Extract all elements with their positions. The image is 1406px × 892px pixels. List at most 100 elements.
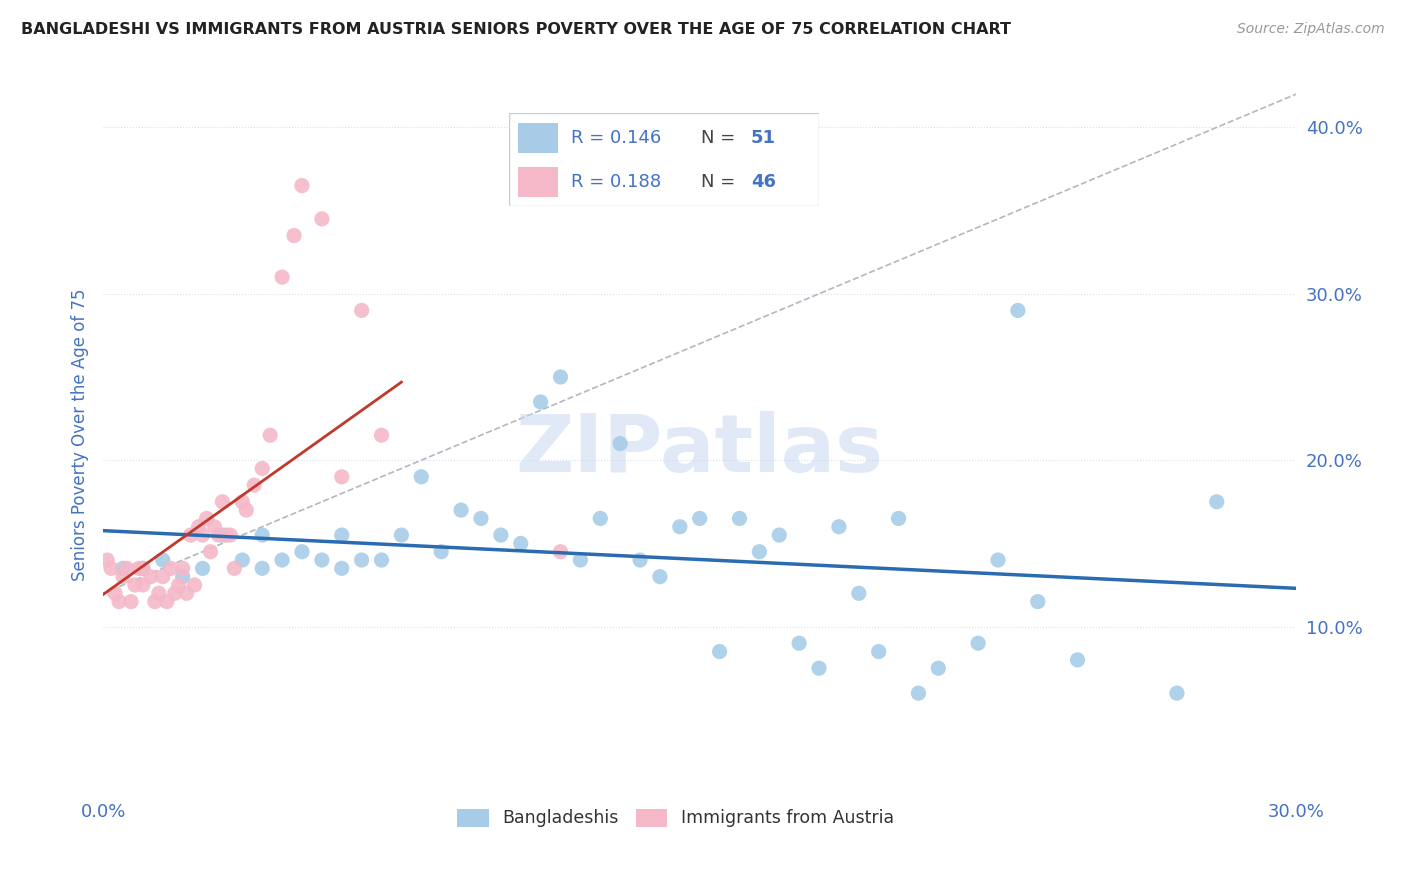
Point xyxy=(211,528,233,542)
Point xyxy=(550,370,572,384)
Point xyxy=(1026,594,1049,608)
Point xyxy=(163,586,186,600)
Point xyxy=(195,511,218,525)
Point xyxy=(115,561,138,575)
Point xyxy=(748,545,770,559)
Point xyxy=(148,586,170,600)
Point xyxy=(219,528,242,542)
Point xyxy=(132,561,155,575)
Point xyxy=(167,578,190,592)
Point xyxy=(176,586,198,600)
Point xyxy=(430,545,453,559)
Point xyxy=(648,569,671,583)
Point xyxy=(159,561,181,575)
Point xyxy=(787,636,810,650)
Point xyxy=(370,428,392,442)
Point xyxy=(391,528,413,542)
Point xyxy=(283,228,305,243)
Point xyxy=(191,528,214,542)
Point xyxy=(887,511,910,525)
Point xyxy=(139,569,162,583)
Point xyxy=(689,511,711,525)
Point xyxy=(1066,653,1088,667)
Point xyxy=(669,520,692,534)
Point xyxy=(180,528,202,542)
Point xyxy=(311,211,333,226)
Point xyxy=(120,594,142,608)
Point xyxy=(132,561,155,575)
Point xyxy=(808,661,831,675)
Point xyxy=(311,553,333,567)
Point xyxy=(330,561,353,575)
Point xyxy=(470,511,492,525)
Legend: Bangladeshis, Immigrants from Austria: Bangladeshis, Immigrants from Austria xyxy=(450,802,901,834)
Text: Source: ZipAtlas.com: Source: ZipAtlas.com xyxy=(1237,22,1385,37)
Point xyxy=(108,594,131,608)
Point xyxy=(848,586,870,600)
Point xyxy=(207,528,229,542)
Point xyxy=(271,270,294,285)
Point xyxy=(187,520,209,534)
Point xyxy=(370,553,392,567)
Point xyxy=(231,553,253,567)
Point xyxy=(243,478,266,492)
Point xyxy=(1007,303,1029,318)
Point xyxy=(172,561,194,575)
Point xyxy=(152,553,174,567)
Point xyxy=(350,303,373,318)
Point xyxy=(768,528,790,542)
Point xyxy=(569,553,592,567)
Point xyxy=(172,569,194,583)
Point xyxy=(111,569,134,583)
Point xyxy=(250,461,273,475)
Point xyxy=(250,528,273,542)
Point xyxy=(271,553,294,567)
Point xyxy=(191,561,214,575)
Point xyxy=(156,594,179,608)
Point xyxy=(828,520,851,534)
Point xyxy=(489,528,512,542)
Point xyxy=(111,561,134,575)
Point xyxy=(330,470,353,484)
Point xyxy=(868,644,890,658)
Point xyxy=(259,428,281,442)
Point xyxy=(907,686,929,700)
Point xyxy=(215,528,238,542)
Point xyxy=(1205,495,1227,509)
Point xyxy=(728,511,751,525)
Point xyxy=(104,586,127,600)
Point xyxy=(987,553,1010,567)
Point xyxy=(124,578,146,592)
Text: ZIPatlas: ZIPatlas xyxy=(516,410,884,489)
Point xyxy=(589,511,612,525)
Point xyxy=(204,520,226,534)
Point xyxy=(231,495,253,509)
Point xyxy=(450,503,472,517)
Point xyxy=(100,561,122,575)
Point xyxy=(291,178,314,193)
Y-axis label: Seniors Poverty Over the Age of 75: Seniors Poverty Over the Age of 75 xyxy=(72,289,89,582)
Point xyxy=(609,436,631,450)
Point xyxy=(128,561,150,575)
Point xyxy=(330,528,353,542)
Point xyxy=(411,470,433,484)
Point xyxy=(211,495,233,509)
Point xyxy=(530,395,553,409)
Point xyxy=(709,644,731,658)
Point xyxy=(250,561,273,575)
Point xyxy=(350,553,373,567)
Point xyxy=(509,536,531,550)
Point xyxy=(550,545,572,559)
Point xyxy=(132,578,155,592)
Point xyxy=(628,553,651,567)
Point xyxy=(291,545,314,559)
Point xyxy=(927,661,949,675)
Text: BANGLADESHI VS IMMIGRANTS FROM AUSTRIA SENIORS POVERTY OVER THE AGE OF 75 CORREL: BANGLADESHI VS IMMIGRANTS FROM AUSTRIA S… xyxy=(21,22,1011,37)
Point xyxy=(200,545,222,559)
Point xyxy=(1166,686,1188,700)
Point xyxy=(152,569,174,583)
Point xyxy=(183,578,205,592)
Point xyxy=(143,594,166,608)
Point xyxy=(96,553,118,567)
Point xyxy=(224,561,246,575)
